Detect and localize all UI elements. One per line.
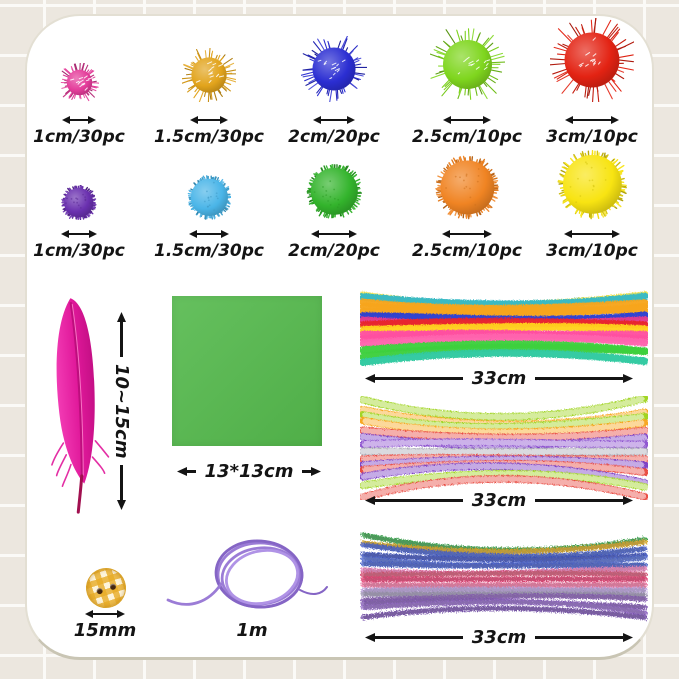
feather-image (51, 298, 110, 514)
glitter-pompom-item: 1.5cm/30pc (147, 38, 271, 148)
pipe-cleaner-length-label: 33cm (471, 368, 527, 389)
size-label: 2cm/20pc (288, 241, 380, 261)
glitter-pompom-image (60, 38, 99, 102)
pipe-cleaner-length-label: 33cm (471, 627, 527, 648)
pompom-item: 1cm/30pc (17, 154, 141, 262)
button-hole (95, 587, 104, 595)
button-size-arrow (85, 610, 125, 618)
size-label: 2cm/20pc (288, 127, 380, 147)
size-arrow (442, 230, 492, 238)
pompom-item: 3cm/10pc (530, 150, 654, 262)
button-image (80, 562, 132, 614)
size-arrow (311, 230, 357, 238)
pompom-item: 2cm/20pc (272, 154, 396, 262)
paper-size-label: 13*13cm (204, 461, 294, 482)
size-label: 1cm/30pc (33, 241, 125, 261)
size-label: 1cm/30pc (33, 127, 125, 147)
pipe-cleaner-length-arrow: 33cm (365, 490, 634, 511)
size-label: 2.5cm/10pc (411, 127, 523, 147)
button-hole (109, 583, 117, 591)
feather-length-arrow: 10~15cm (111, 312, 132, 511)
glitter-pompom-item: 2cm/20pc (272, 36, 396, 148)
pompom-image (434, 154, 500, 220)
size-arrow (190, 116, 228, 124)
size-label: 2.5cm/10pc (411, 241, 523, 261)
glitter-pompom-image (429, 28, 505, 102)
pipe-cleaner-bundle-solid-image (360, 291, 648, 367)
size-arrow (443, 116, 491, 124)
pompom-image (187, 154, 232, 220)
pompom-image (61, 154, 97, 220)
pipe-cleaner-bundle-striped-image (360, 396, 648, 500)
cord-image (166, 539, 328, 609)
size-arrow (313, 116, 355, 124)
pompom-item: 2.5cm/10pc (405, 154, 529, 262)
pipe-cleaner-bundle-tinsel-image (360, 532, 648, 621)
glitter-pompom-item: 3cm/10pc (530, 18, 654, 148)
cord-length-label: 1m (236, 620, 268, 641)
button-size-label: 15mm (73, 620, 137, 641)
glitter-pompom-item: 2.5cm/10pc (405, 28, 529, 148)
glitter-pompom-image (550, 18, 634, 102)
craft-paper-image (172, 296, 322, 446)
glitter-pompom-image (301, 36, 367, 102)
glitter-pompom-image (182, 38, 236, 102)
pipe-cleaner-length-arrow: 33cm (365, 368, 634, 389)
paper-size-arrow: 13*13cm (177, 461, 321, 482)
pipe-cleaner-length-label: 33cm (471, 490, 527, 511)
size-arrow (62, 116, 96, 124)
pipe-cleaner-length-arrow: 33cm (365, 627, 634, 648)
size-label: 3cm/10pc (546, 241, 638, 261)
size-label: 1.5cm/30pc (153, 241, 265, 261)
pompom-image (306, 154, 363, 220)
size-arrow (564, 230, 620, 238)
feather-length-label: 10~15cm (111, 363, 132, 459)
glitter-pompom-item: 1cm/30pc (17, 38, 141, 148)
size-arrow (61, 230, 97, 238)
pompom-image (557, 150, 628, 220)
size-label: 1.5cm/30pc (153, 127, 265, 147)
product-card: 1cm/30pc 1.5cm/30pc 2cm/20pc 2.5cm/10pc … (25, 14, 654, 660)
pompom-item: 1.5cm/30pc (147, 154, 271, 262)
size-arrow (565, 116, 619, 124)
size-arrow (189, 230, 229, 238)
size-label: 3cm/10pc (546, 127, 638, 147)
